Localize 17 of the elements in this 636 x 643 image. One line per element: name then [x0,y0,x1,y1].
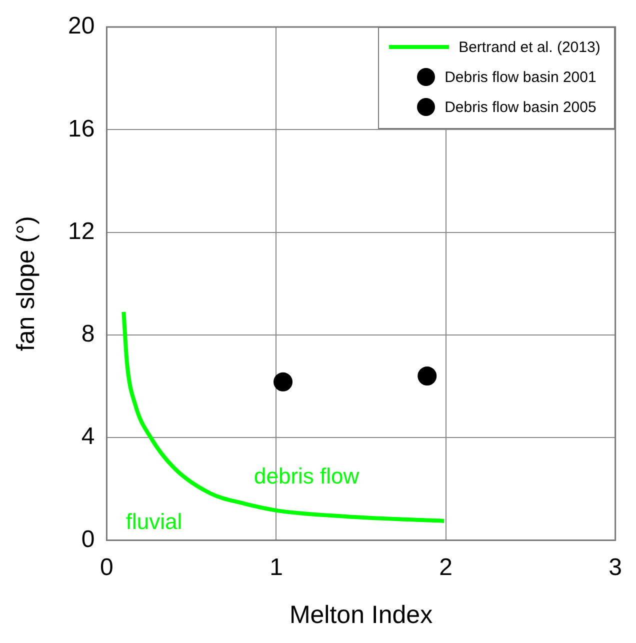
annotation: fluvial [126,508,182,534]
x-tick-label: 3 [608,554,622,582]
y-tick-label: 12 [68,218,95,245]
legend-label: Debris flow basin 2005 [444,98,596,116]
annotation: debris flow [254,464,360,489]
y-tick-label: 16 [68,115,95,142]
x-tick-label: 0 [100,554,114,582]
y-tick-label: 20 [68,12,95,40]
y-tick-label: 0 [81,526,95,553]
y-axis-title: fan slope (°) [12,216,40,352]
legend-label: Debris flow basin 2001 [444,68,596,86]
legend-label: Bertrand et al. (2013) [458,38,600,56]
y-tick-label: 4 [81,423,95,450]
x-tick-label: 1 [270,554,283,582]
x-tick-label: 2 [439,554,452,582]
x-axis-title: Melton Index [289,600,434,629]
y-tick-label: 8 [81,320,95,348]
